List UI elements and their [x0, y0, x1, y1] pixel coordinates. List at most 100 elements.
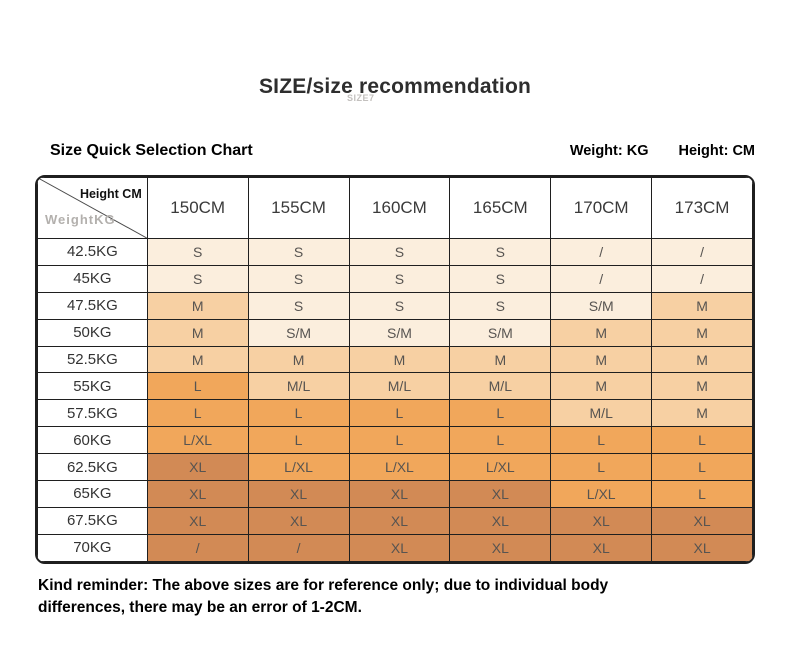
size-cell: /	[651, 238, 753, 266]
size-cell: M	[550, 372, 653, 401]
page-title: SIZE/size recommendation	[258, 75, 532, 98]
size-cell: L	[348, 426, 451, 455]
weight-row-label: 70KG	[37, 533, 148, 562]
size-cell: S	[449, 264, 552, 293]
height-column-header: 165CM	[449, 177, 552, 239]
size-cell: L	[146, 399, 249, 428]
size-cell: XL	[449, 533, 552, 562]
size-cell: /	[550, 264, 653, 293]
size-cell: XL	[348, 480, 451, 508]
size-cell: M	[348, 345, 451, 374]
size-cell: XL	[348, 506, 451, 535]
size-cell: /	[247, 533, 350, 562]
weight-row-label: 65KG	[37, 480, 148, 508]
height-unit-label: Height: CM	[678, 143, 755, 159]
size-cell: S	[348, 291, 451, 320]
size-cell: M/L	[449, 372, 552, 401]
watermark-text: SIZE7	[347, 93, 375, 103]
table-row: 60KG L/XL L L L L L	[37, 426, 753, 455]
table-row: 42.5KG S S S S / /	[37, 238, 753, 266]
title-wrap: SIZE/size recommendation	[0, 75, 790, 99]
size-cell: S	[348, 238, 451, 266]
table-row: 67.5KG XL XL XL XL XL XL	[37, 506, 753, 535]
size-cell: M	[550, 318, 653, 347]
table-row: 47.5KG M S S S S/M M	[37, 291, 753, 320]
size-cell: L	[449, 426, 552, 455]
table-row: 50KG M S/M S/M S/M M M	[37, 318, 753, 347]
size-cell: L/XL	[348, 453, 451, 482]
size-cell: L/XL	[449, 453, 552, 482]
height-column-header: 150CM	[146, 177, 249, 239]
size-cell: L	[247, 399, 350, 428]
size-cell: M	[449, 345, 552, 374]
size-cell: XL	[449, 480, 552, 508]
table-row: 62.5KG XL L/XL L/XL L/XL L L	[37, 453, 753, 482]
size-cell: S	[146, 238, 249, 266]
size-cell: XL	[651, 533, 753, 562]
size-cell: M	[146, 291, 249, 320]
size-cell: L/XL	[550, 480, 653, 508]
diagonal-divider	[38, 178, 147, 238]
size-cell: XL	[348, 533, 451, 562]
size-cell: S/M	[449, 318, 552, 347]
size-cell: M/L	[348, 372, 451, 401]
size-cell: L	[651, 426, 753, 455]
corner-header-cell: Height CM WeightKG	[37, 177, 148, 239]
height-column-header: 170CM	[550, 177, 653, 239]
size-cell: S/M	[348, 318, 451, 347]
size-cell: L	[247, 426, 350, 455]
weight-row-label: 62.5KG	[37, 453, 148, 482]
size-cell: XL	[651, 506, 753, 535]
size-cell: L	[449, 399, 552, 428]
unit-labels: Weight: KG Height: CM	[570, 143, 755, 159]
size-cell: S	[348, 264, 451, 293]
weight-row-label: 67.5KG	[37, 506, 148, 535]
table-row: 65KG XL XL XL XL L/XL L	[37, 480, 753, 508]
size-cell: M	[651, 399, 753, 428]
weight-row-label: 45KG	[37, 264, 148, 293]
size-cell: S/M	[247, 318, 350, 347]
weight-row-label: 60KG	[37, 426, 148, 455]
size-cell: M	[146, 345, 249, 374]
size-cell: L	[348, 399, 451, 428]
size-cell: L/XL	[247, 453, 350, 482]
size-cell: XL	[146, 506, 249, 535]
size-cell: /	[651, 264, 753, 293]
size-cell: XL	[146, 453, 249, 482]
table-row: 45KG S S S S / /	[37, 264, 753, 293]
weight-row-label: 42.5KG	[37, 238, 148, 266]
size-cell: L	[146, 372, 249, 401]
size-cell: XL	[550, 506, 653, 535]
size-cell: L	[651, 480, 753, 508]
table-row: 52.5KG M M M M M M	[37, 345, 753, 374]
table-row: 57.5KG L L L L M/L M	[37, 399, 753, 428]
size-cell: M	[247, 345, 350, 374]
weight-row-label: 50KG	[37, 318, 148, 347]
table-row: 70KG / / XL XL XL XL	[37, 533, 753, 562]
size-cell: M	[651, 318, 753, 347]
size-cell: /	[550, 238, 653, 266]
size-table: Height CM WeightKG 150CM 155CM 160CM 165…	[35, 175, 755, 564]
size-cell: L	[651, 453, 753, 482]
size-cell: M	[146, 318, 249, 347]
size-cell: M/L	[550, 399, 653, 428]
weight-row-label: 57.5KG	[37, 399, 148, 428]
weight-row-label: 55KG	[37, 372, 148, 401]
size-cell: XL	[550, 533, 653, 562]
corner-col-header: Height CM	[79, 187, 142, 201]
size-cell: M/L	[247, 372, 350, 401]
section-title: Size Quick Selection Chart	[50, 142, 253, 159]
size-cell: XL	[449, 506, 552, 535]
size-cell: L/XL	[146, 426, 249, 455]
height-column-header: 173CM	[651, 177, 753, 239]
size-cell: S	[449, 291, 552, 320]
height-column-header: 155CM	[247, 177, 350, 239]
weight-unit-label: Weight: KG	[569, 143, 649, 159]
size-cell: /	[146, 533, 249, 562]
size-cell: S	[247, 264, 350, 293]
size-cell: XL	[247, 480, 350, 508]
table-header-row: Height CM WeightKG 150CM 155CM 160CM 165…	[37, 177, 753, 239]
table-row: 55KG L M/L M/L M/L M M	[37, 372, 753, 401]
size-cell: M	[651, 372, 753, 401]
